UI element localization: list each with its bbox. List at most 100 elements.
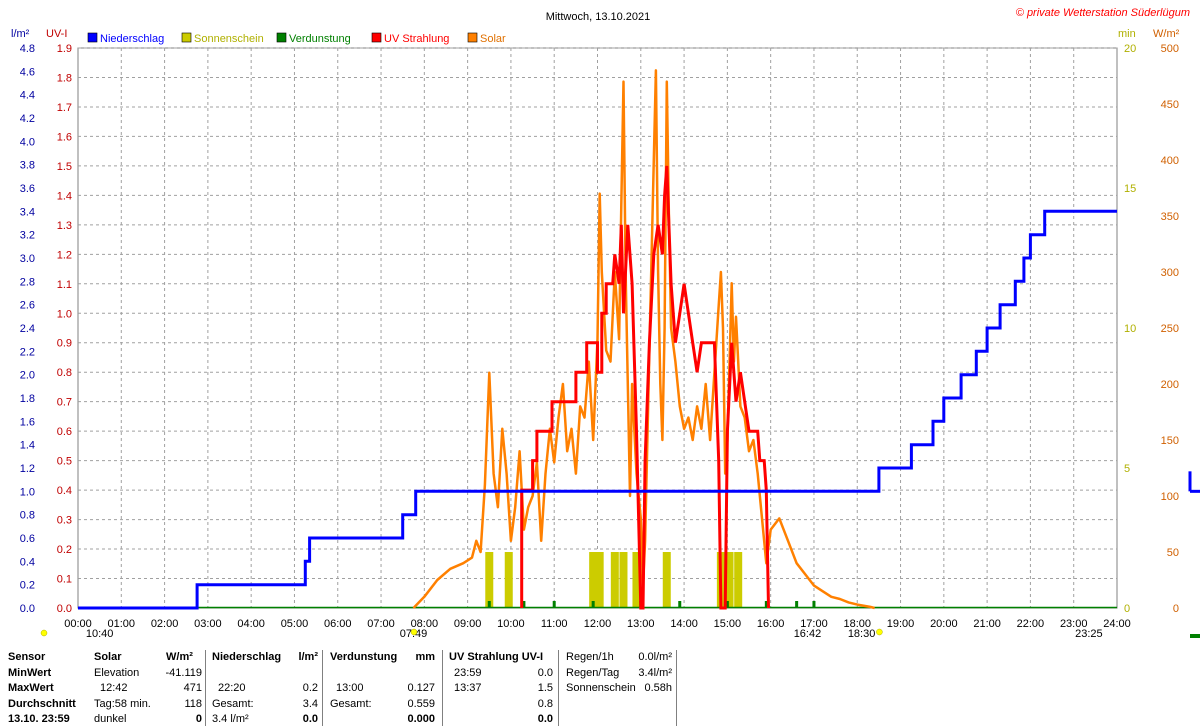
axis-unit-right2: W/m² bbox=[1153, 28, 1180, 40]
legend-swatch bbox=[371, 32, 382, 43]
time-marker-label: 23:25 bbox=[1075, 628, 1103, 640]
niederschlag-total-value: 3.4 bbox=[302, 697, 318, 710]
uv-tick-label: 0.2 bbox=[57, 544, 72, 556]
row-labels: Sensor MinWert MaxWert Durchschnitt 13.1… bbox=[8, 650, 76, 728]
time-marker-label: 10:40 bbox=[86, 628, 114, 640]
niederschlag-header: Niederschlag bbox=[212, 651, 282, 663]
uv-col: UV Strahlung UV-I 23:59 0.0 13:37 1.5 0.8 … bbox=[449, 650, 553, 728]
niederschlag-tick-label: 2.2 bbox=[20, 346, 35, 358]
niederschlag-tick-label: 3.2 bbox=[20, 230, 35, 242]
solar-tick-label: 250 bbox=[1161, 323, 1179, 335]
x-tick-label: 05:00 bbox=[281, 618, 309, 630]
uv-tick-label: 1.3 bbox=[57, 220, 72, 232]
niederschlag-tick-label: 1.2 bbox=[20, 463, 35, 475]
verdunstung-bar bbox=[678, 601, 682, 608]
solar-col: Solar W/m² Elevation -41.119 12:42 471 Tag:… bbox=[94, 650, 202, 728]
sonnenschein-label: Sonnenschein bbox=[566, 682, 636, 694]
niederschlag-tick-label: 3.4 bbox=[20, 206, 35, 218]
uv-tick-label: 0.5 bbox=[57, 456, 72, 468]
regen-1h-label: Regen/1h bbox=[566, 651, 614, 663]
x-tick-label: 19:00 bbox=[887, 618, 915, 630]
verdunstung-bar bbox=[591, 601, 595, 608]
niederschlag-current-label: 3.4 l/m² bbox=[212, 713, 249, 725]
uv-tick-label: 1.8 bbox=[57, 72, 72, 84]
separator bbox=[205, 650, 206, 726]
uv-min-label: 23:59 bbox=[454, 666, 482, 679]
niederschlag-tick-label: 1.4 bbox=[20, 440, 35, 452]
niederschlag-tick-label: 2.4 bbox=[20, 323, 35, 335]
sonnenschein-value: 0.58h bbox=[644, 682, 672, 694]
solar-max-label: 12:42 bbox=[100, 682, 128, 694]
niederschlag-tick-label: 0.4 bbox=[20, 556, 35, 568]
chart-title: Mittwoch, 13.10.2021 bbox=[546, 11, 651, 23]
regen-1h-value: 0.0l/m² bbox=[638, 651, 672, 663]
x-tick-label: 10:00 bbox=[497, 618, 525, 630]
stats-table: Sensor MinWert MaxWert Durchschnitt 13.1… bbox=[0, 646, 1200, 726]
min-tick-label: 15 bbox=[1124, 183, 1136, 195]
x-tick-label: 09:00 bbox=[454, 618, 482, 630]
x-tick-label: 18:00 bbox=[843, 618, 871, 630]
niederschlag-tick-label: 3.6 bbox=[20, 183, 35, 195]
niederschlag-tick-label: 4.0 bbox=[20, 136, 35, 148]
axis-unit-left1: l/m² bbox=[11, 28, 30, 40]
verdunstung-max-value: 0.127 bbox=[407, 682, 435, 694]
niederschlag-tick-label: 1.6 bbox=[20, 416, 35, 428]
uv-min-value: 0.0 bbox=[537, 666, 553, 679]
legend-swatch bbox=[276, 32, 287, 43]
niederschlag-max-label: 22:20 bbox=[218, 682, 246, 694]
extra-col: Regen/1h 0.0l/m² Regen/Tag 3.4l/m² Sonnens… bbox=[566, 650, 672, 697]
separator bbox=[676, 650, 677, 726]
solar-tick-label: 0 bbox=[1173, 603, 1179, 615]
legend-label: Sonnenschein bbox=[194, 33, 264, 45]
niederschlag-max-value: 0.2 bbox=[302, 682, 318, 694]
uv-avg-value: 0.8 bbox=[537, 697, 553, 710]
weather-chart: Mittwoch, 13.10.2021 © private Wetterstat… bbox=[11, 7, 1200, 640]
x-tick-label: 07:00 bbox=[367, 618, 395, 630]
x-tick-label: 03:00 bbox=[194, 618, 222, 630]
sonnenschein-bar bbox=[662, 552, 671, 608]
x-tick-label: 23:00 bbox=[1060, 618, 1088, 630]
niederschlag-tick-label: 4.8 bbox=[20, 43, 35, 55]
niederschlag-tick-label: 1.8 bbox=[20, 393, 35, 405]
x-tick-label: 17:00 bbox=[800, 618, 828, 630]
solar-tick-label: 50 bbox=[1167, 547, 1179, 559]
uv-tick-label: 1.1 bbox=[57, 279, 72, 291]
solar-tick-label: 100 bbox=[1161, 491, 1179, 503]
niederschlag-tick-label: 1.0 bbox=[20, 486, 35, 498]
niederschlag-tick-label: 4.4 bbox=[20, 90, 35, 102]
uv-max-value: 1.5 bbox=[537, 682, 553, 694]
x-tick-label: 16:00 bbox=[757, 618, 785, 630]
verdunstung-unit: mm bbox=[415, 651, 435, 663]
x-tick-label: 04:00 bbox=[237, 618, 265, 630]
verdunstung-header: Verdunstung bbox=[330, 651, 398, 663]
niederschlag-tick-label: 2.0 bbox=[20, 370, 35, 382]
niederschlag-tick-label: 0.8 bbox=[20, 510, 35, 522]
niederschlag-tick-label: 0.0 bbox=[20, 603, 35, 615]
sun-marker bbox=[876, 628, 883, 636]
uv-line bbox=[520, 165, 770, 610]
uv-tick-label: 1.4 bbox=[57, 190, 72, 202]
legend-swatch bbox=[181, 32, 192, 43]
uv-tick-label: 0.0 bbox=[57, 603, 72, 615]
niederschlag-tick-label: 4.6 bbox=[20, 66, 35, 78]
min-tick-label: 20 bbox=[1124, 43, 1136, 55]
regen-tag-label: Regen/Tag bbox=[566, 666, 620, 679]
niederschlag-current-value: 0.0 bbox=[302, 713, 318, 725]
uv-tick-label: 0.7 bbox=[57, 397, 72, 409]
uv-tick-label: 1.5 bbox=[57, 161, 72, 173]
uv-tick-label: 0.3 bbox=[57, 515, 72, 527]
separator bbox=[558, 650, 559, 726]
solar-avg-value: 118 bbox=[184, 697, 202, 710]
verdunstung-current-value: 0.000 bbox=[407, 713, 435, 725]
legend-label: Verdunstung bbox=[289, 33, 351, 45]
x-tick-label: 00:00 bbox=[64, 618, 92, 630]
verdunstung-bar bbox=[764, 601, 768, 608]
x-tick-label: 15:00 bbox=[714, 618, 742, 630]
uv-max-label: 13:37 bbox=[454, 682, 482, 694]
solar-tick-label: 400 bbox=[1161, 155, 1179, 167]
solar-avg-label: Tag:58 min. bbox=[94, 697, 151, 710]
solar-max-value: 471 bbox=[183, 682, 202, 694]
sun-marker bbox=[40, 629, 48, 637]
separator bbox=[442, 650, 443, 726]
sonnenschein-bar bbox=[504, 552, 513, 608]
